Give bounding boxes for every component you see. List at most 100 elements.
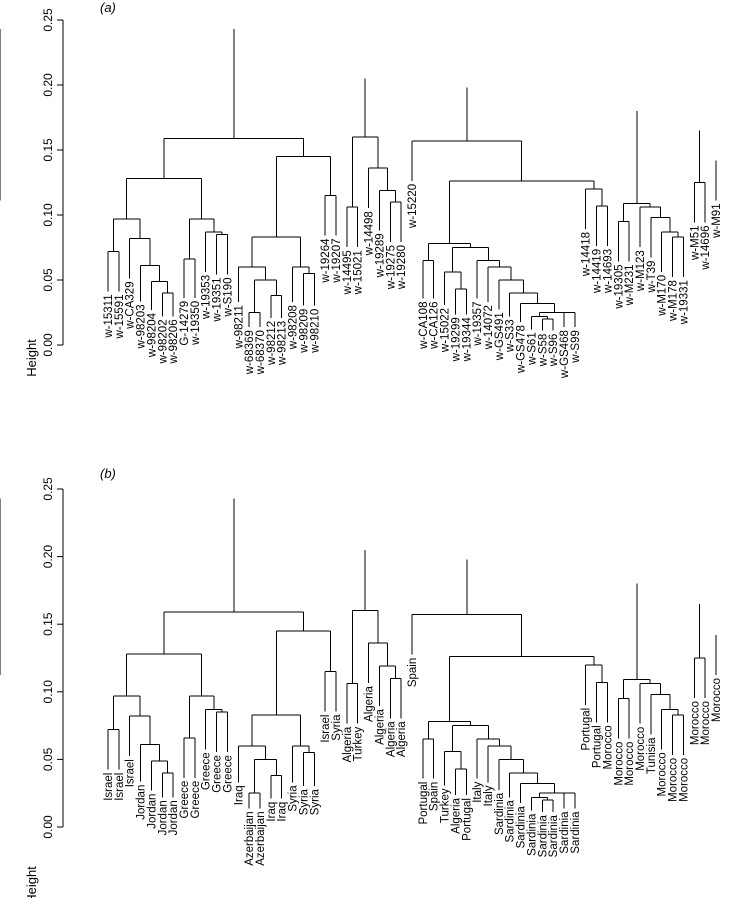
leaf-labels: IsraelIsraelIsraelJordanJordanJordanJord… — [103, 658, 723, 866]
leaf-label: Sardinia — [516, 806, 528, 849]
leaf-label: Jordan — [136, 785, 148, 820]
leaf-label: Portugal — [418, 782, 430, 825]
leaf-label: w-S33 — [505, 319, 517, 353]
leaf-label: w-19207 — [331, 239, 343, 284]
dendrogram-branches — [0, 29, 717, 331]
leaf-label: w-19280 — [396, 245, 408, 290]
leaf-label: Morocco — [689, 701, 701, 745]
leaf-label: Sardinia — [537, 815, 549, 858]
leaf-label: w-98204 — [146, 312, 158, 358]
leaf-label: Algeria — [385, 721, 397, 757]
leaf-label: w-68369 — [244, 330, 256, 375]
leaf-label: w-S61 — [526, 332, 538, 366]
leaf-label: w-19264 — [320, 238, 332, 284]
y-tick-label: 0.05 — [41, 747, 55, 771]
leaf-label: w-S190 — [222, 278, 234, 318]
leaf-label: Azerbaijan — [244, 811, 256, 865]
y-tick-label: 0.20 — [41, 545, 55, 569]
leaf-label: Morocco — [657, 752, 669, 796]
leaf-label: w-14495 — [342, 250, 354, 295]
leaf-label: w-98211 — [233, 305, 245, 349]
leaf-label: Algeria — [374, 709, 386, 745]
leaf-label: w-98202 — [157, 319, 169, 364]
leaf-label: Israel — [125, 759, 137, 787]
leaf-label: Jordan — [168, 800, 180, 835]
leaf-label: w-19331 — [678, 280, 690, 325]
leaf-label: Morocco — [678, 758, 690, 802]
leaf-label: w-M123 — [635, 250, 647, 292]
leaf-label: w-14696 — [700, 226, 712, 271]
leaf-label: w-15022 — [440, 308, 452, 353]
leaf-label: w-GS491 — [494, 312, 506, 361]
leaf-label: Greece — [201, 752, 213, 790]
panel-b-label: (b) — [100, 466, 116, 481]
y-tick-label: 0.25 — [41, 477, 55, 501]
leaf-label: Greece — [179, 781, 191, 819]
leaf-label: Spain — [429, 782, 441, 811]
leaf-label: w-GS478 — [516, 325, 528, 374]
leaf-label: Greece — [212, 755, 224, 793]
leaf-label: Portugal — [592, 725, 604, 768]
leaf-label: w-M51 — [689, 226, 701, 262]
leaf-label: w-19305 — [613, 265, 625, 310]
leaf-label: w-19351 — [212, 278, 224, 323]
leaf-label: Tunisia — [646, 737, 658, 774]
leaf-label: w-98210 — [309, 309, 321, 354]
leaf-label: w-14498 — [364, 211, 376, 256]
y-tick-label: 0.00 — [41, 333, 55, 357]
leaf-label: w-98208 — [288, 305, 300, 350]
dendrogram-panel-a: (a) 0.00 0.05 0.10 0.15 0.20 0.25 Height w-1531… — [0, 0, 723, 379]
y-axis: 0.00 0.05 0.10 0.15 0.20 0.25 Height — [24, 477, 64, 898]
leaf-label: w-98212 — [266, 321, 278, 366]
y-tick-label: 0.15 — [41, 612, 55, 636]
leaf-label: Morocco — [711, 678, 723, 722]
leaf-label: Algeria — [342, 726, 354, 762]
dendrogram-branches — [0, 498, 717, 813]
leaf-label: w-M231 — [624, 265, 636, 307]
leaf-label: w-19344 — [461, 317, 473, 363]
leaf-label: Sardinia — [526, 813, 538, 856]
leaf-label: Turkey — [353, 726, 365, 761]
leaf-label: w-14693 — [602, 249, 614, 294]
leaf-label: w-S96 — [548, 334, 560, 368]
leaf-label: Israel — [103, 773, 115, 801]
leaf-label: Sardinia — [505, 800, 517, 843]
leaf-label: Azerbaijan — [255, 811, 267, 865]
leaf-label: G-14279 — [179, 301, 191, 346]
leaf-label: w-M170 — [657, 275, 669, 317]
leaf-label: w-19289 — [374, 233, 386, 278]
leaf-label: Algeria — [364, 686, 376, 722]
leaf-label: w-98209 — [298, 309, 310, 354]
leaf-label: w-CA126 — [429, 302, 441, 350]
leaf-label: Portugal — [461, 798, 473, 841]
leaf-label: w-98203 — [136, 304, 148, 349]
y-tick-label: 0.25 — [41, 8, 55, 32]
leaf-label: Morocco — [613, 742, 625, 786]
leaf-label: Iraq — [266, 802, 278, 822]
leaf-label: Algeria — [450, 797, 462, 833]
leaf-label: Italy — [472, 781, 484, 802]
leaf-label: Algeria — [396, 721, 408, 757]
leaf-label: Syria — [331, 714, 343, 741]
leaf-label: w-M178 — [668, 280, 680, 322]
leaf-label: Sardinia — [494, 792, 506, 835]
y-tick-label: 0.15 — [41, 138, 55, 162]
leaf-label: Turkey — [440, 788, 452, 823]
leaf-label: w-S99 — [570, 330, 582, 364]
leaf-label: w-15021 — [353, 250, 365, 295]
leaf-label: Morocco — [700, 701, 712, 745]
leaf-label: Greece — [190, 781, 202, 819]
leaf-label: Morocco — [602, 725, 614, 769]
leaf-label: w-T39 — [646, 261, 658, 294]
leaf-label: w-GS468 — [559, 330, 571, 379]
leaf-label: w-S58 — [537, 334, 549, 368]
y-axis-title: Height — [24, 339, 39, 377]
y-tick-label: 0.20 — [41, 73, 55, 97]
y-tick-label: 0.10 — [41, 203, 55, 227]
leaf-label: Morocco — [668, 758, 680, 802]
leaf-label: Israel — [320, 715, 332, 743]
leaf-label: w-19299 — [450, 317, 462, 362]
leaf-label: Sardinia — [559, 811, 571, 854]
leaf-label: Jordan — [146, 794, 158, 829]
